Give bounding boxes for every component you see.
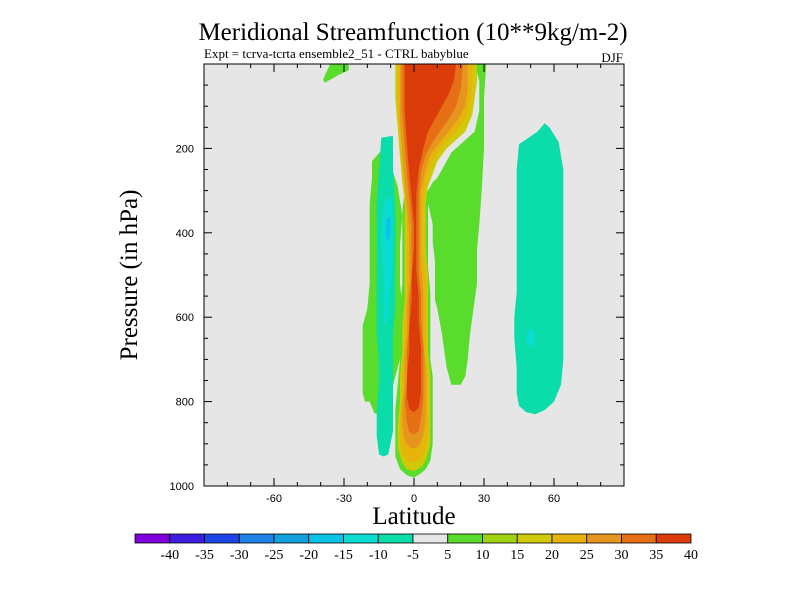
colorbar-label: -25 (265, 548, 284, 563)
contour-blue-left-core2 (386, 215, 391, 242)
colorbar-label: 30 (615, 548, 629, 563)
colorbar-swatch (308, 533, 344, 544)
colorbar-label: 40 (684, 548, 698, 563)
colorbar: -40 -35 -30 -25 -20 -15 -10 -5 5 10 15 20 25 30 35 40 (134, 533, 698, 563)
y-tick-label: 200 (176, 143, 194, 155)
colorbar-swatch (516, 533, 553, 544)
colorbar-swatch (273, 533, 310, 544)
colorbar-swatch (551, 533, 588, 544)
colorbar-swatch (238, 533, 275, 544)
colorbar-swatch (204, 533, 240, 544)
colorbar-label: 25 (580, 548, 594, 563)
x-tick-label: 60 (548, 493, 560, 505)
colorbar-swatch (343, 533, 379, 544)
colorbar-label: -15 (334, 548, 353, 563)
colorbar-label: -30 (230, 548, 249, 563)
colorbar-swatch (586, 533, 622, 544)
x-tick-label: -30 (336, 493, 352, 505)
colorbar-label: 5 (444, 548, 451, 563)
colorbar-swatch (377, 533, 414, 544)
y-tick-label: 1000 (170, 481, 194, 493)
chart-title: Meridional Streamfunction (10**9kg/m-2) (198, 19, 627, 46)
contour-cyan-right-outer-dot (526, 329, 536, 347)
colorbar-swatch (482, 533, 518, 544)
season-label: DJF (601, 50, 623, 65)
y-tick-label: 800 (176, 397, 194, 409)
colorbar-label: 35 (649, 548, 663, 563)
colorbar-label: 10 (476, 548, 490, 563)
colorbar-swatch (447, 533, 483, 544)
contour-fills (323, 64, 564, 478)
contour-red-core (404, 64, 456, 413)
contour-cyan-right-outer (514, 123, 564, 415)
y-axis-label: Pressure (in hPa) (116, 190, 143, 361)
colorbar-label: -10 (369, 548, 388, 563)
y-tick-label: 600 (176, 312, 194, 324)
colorbar-swatch (655, 533, 692, 544)
x-tick-label: -60 (266, 493, 282, 505)
contour-green-top-left (323, 64, 349, 83)
colorbar-label: -35 (195, 548, 214, 563)
chart-subtitle: Expt = tcrva-tcrta ensemble2_51 - CTRL b… (204, 46, 469, 61)
contour-green-central-wide (393, 64, 487, 385)
colorbar-swatch (412, 533, 449, 544)
x-tick-label: 30 (478, 493, 490, 505)
x-tick-label: 0 (411, 493, 417, 505)
x-axis-label: Latitude (372, 503, 455, 530)
colorbar-label: -20 (299, 548, 318, 563)
colorbar-swatch (621, 533, 657, 544)
y-tick-label: 400 (176, 228, 194, 240)
axes: -60 -30 0 30 60 200 400 600 800 1000 (170, 64, 624, 505)
colorbar-swatch (134, 533, 171, 544)
colorbar-label: 20 (545, 548, 559, 563)
colorbar-label: -5 (407, 548, 419, 563)
colorbar-label: -40 (160, 548, 179, 563)
colorbar-label: 15 (510, 548, 524, 563)
colorbar-swatch (169, 533, 205, 544)
